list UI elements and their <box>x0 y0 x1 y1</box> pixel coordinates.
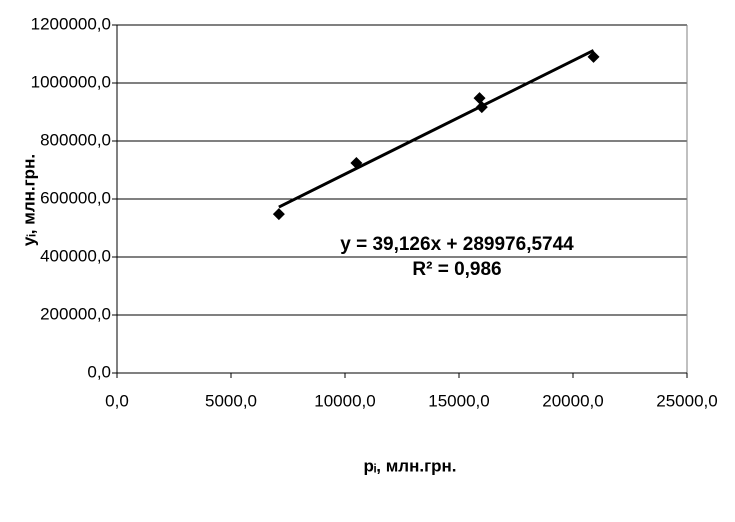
data-point <box>475 101 488 114</box>
y-tick-label: 1000000,0 <box>31 72 111 91</box>
y-tick-label: 200000,0 <box>40 304 111 323</box>
x-tick-label: 10000,0 <box>314 391 375 410</box>
y-tick-label: 1200000,0 <box>31 14 111 33</box>
trendline <box>278 49 595 209</box>
x-axis-label: pᵢ, млн.грн. <box>363 456 456 475</box>
data-point <box>473 92 486 105</box>
y-tick-label: 0,0 <box>87 362 111 381</box>
x-tick-label: 20000,0 <box>542 391 603 410</box>
y-tick-label: 800000,0 <box>40 130 111 149</box>
data-point <box>350 157 363 170</box>
x-tick-label: 0,0 <box>105 391 129 410</box>
data-point <box>587 50 600 63</box>
x-tick-label: 5000,0 <box>205 391 257 410</box>
trendline-equation: R² = 0,986 <box>412 259 501 280</box>
trendline-equation: y = 39,126x + 289976,5744 <box>340 234 574 255</box>
x-tick-label: 25000,0 <box>656 391 717 410</box>
data-point <box>272 208 285 221</box>
x-tick-label: 15000,0 <box>428 391 489 410</box>
y-tick-label: 600000,0 <box>40 188 111 207</box>
y-tick-label: 400000,0 <box>40 246 111 265</box>
y-axis-label: yᵢ, млн.грн. <box>19 154 38 246</box>
